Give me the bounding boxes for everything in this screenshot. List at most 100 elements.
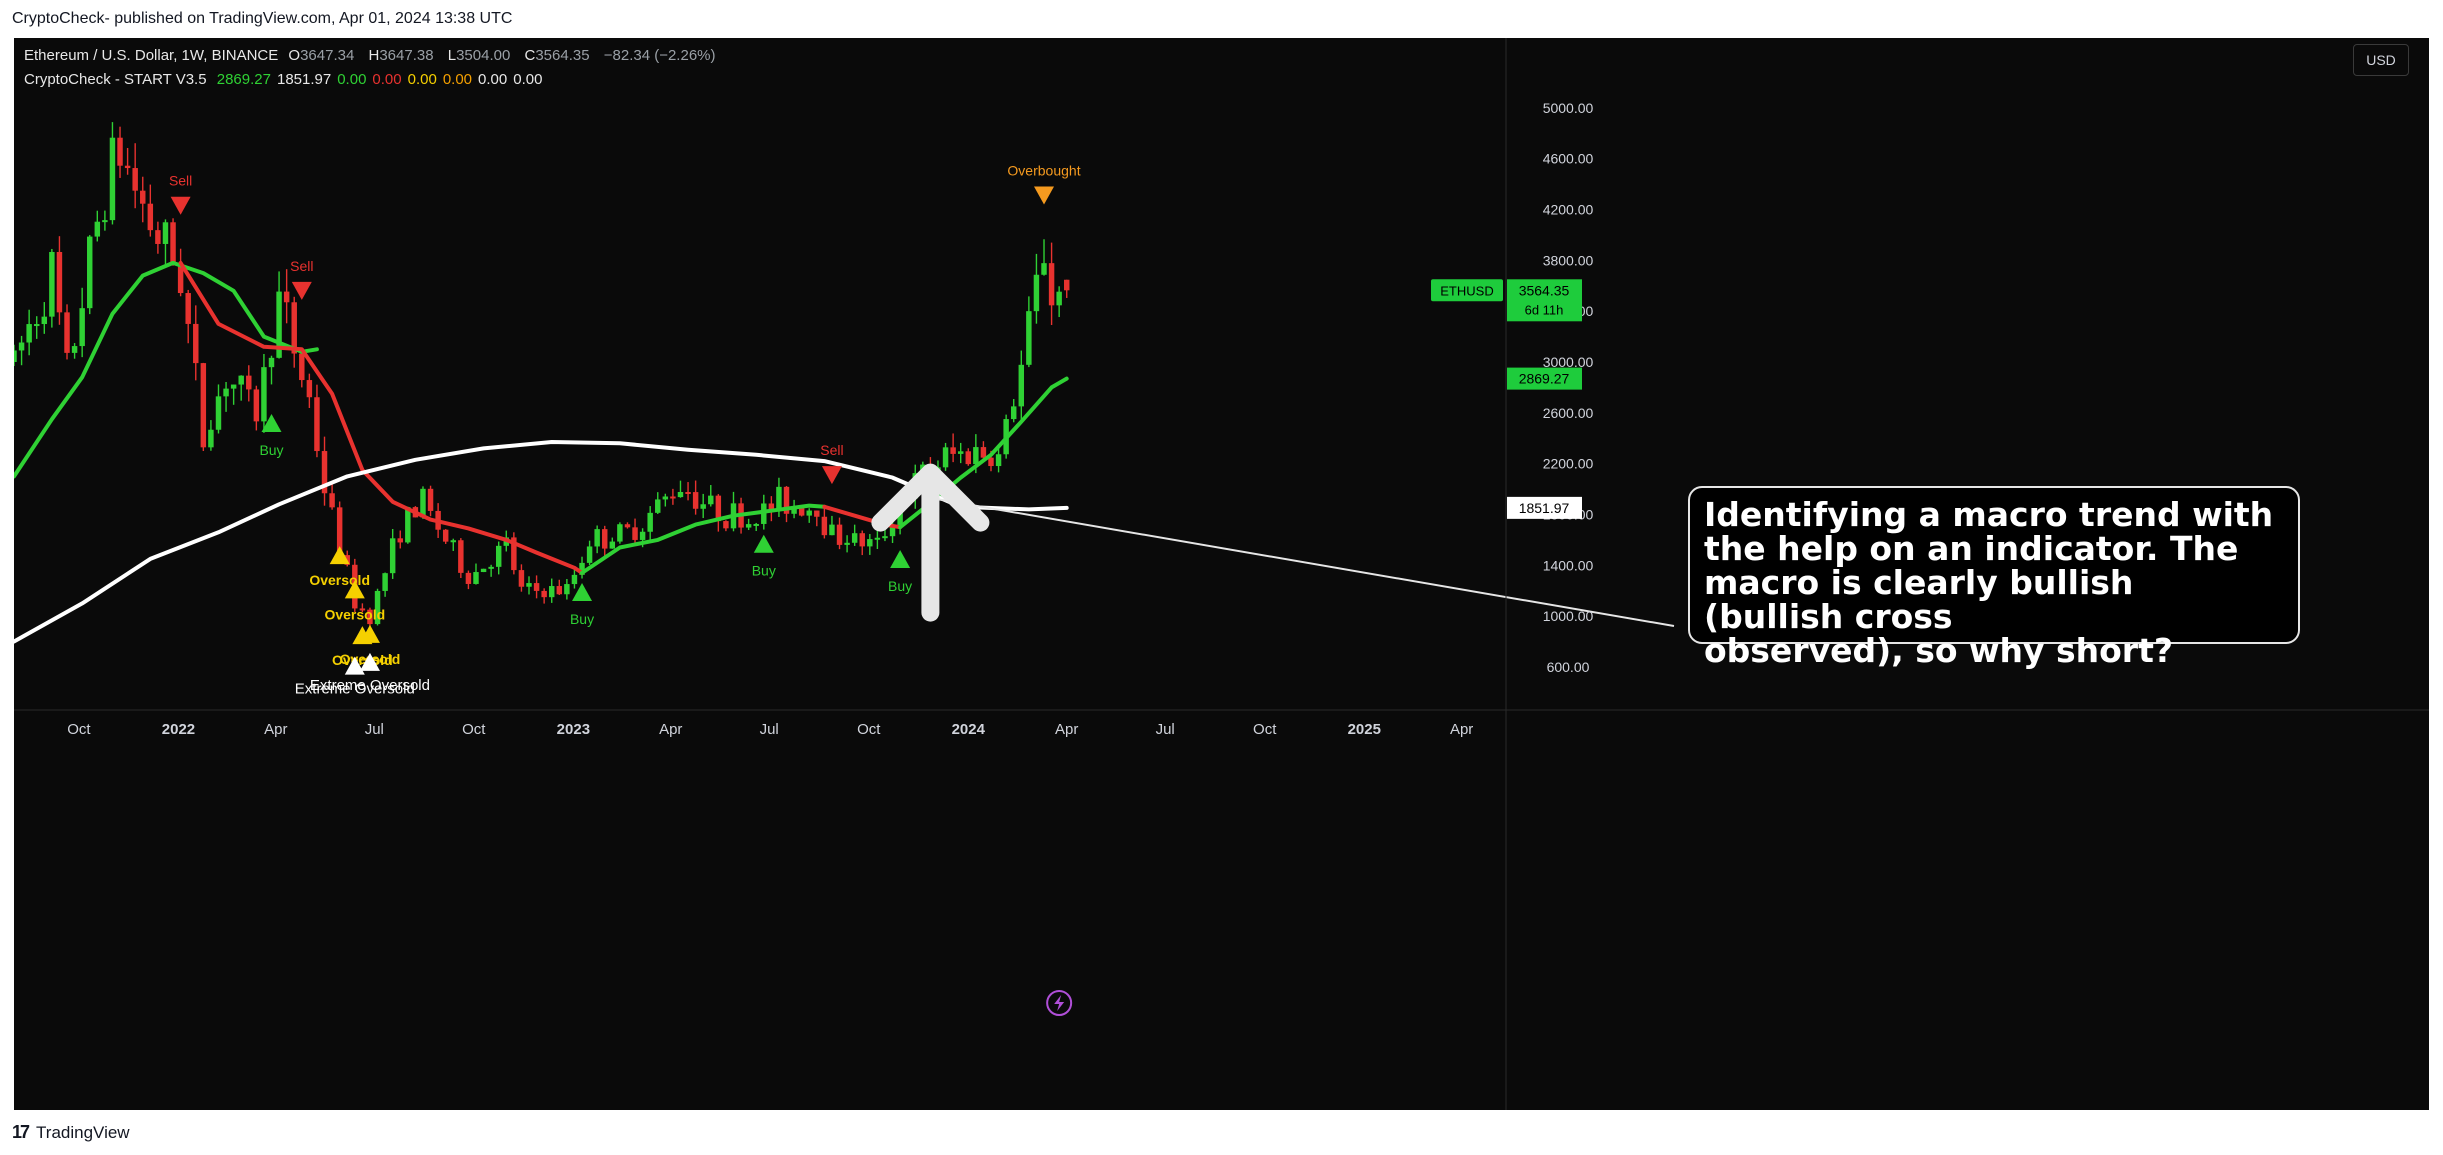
candle[interactable] [1064, 279, 1070, 291]
candle[interactable] [306, 380, 313, 398]
candle[interactable] [632, 527, 638, 540]
candle[interactable] [867, 539, 873, 547]
candle[interactable] [359, 608, 366, 611]
candle[interactable] [745, 524, 752, 528]
candle[interactable] [26, 324, 32, 343]
candle[interactable] [465, 572, 472, 584]
candle[interactable] [859, 533, 865, 547]
candle[interactable] [1018, 364, 1025, 407]
candle[interactable] [147, 203, 154, 231]
candle[interactable] [56, 251, 63, 313]
candle[interactable] [1026, 311, 1032, 365]
candle[interactable] [117, 137, 123, 166]
candle[interactable] [124, 165, 131, 169]
candle[interactable] [450, 540, 456, 543]
candle[interactable] [571, 574, 578, 585]
candle[interactable] [973, 447, 979, 465]
candle[interactable] [427, 488, 434, 511]
candle[interactable] [798, 506, 805, 516]
candle[interactable] [564, 584, 570, 595]
candle[interactable] [533, 583, 540, 591]
candle[interactable] [1033, 274, 1040, 312]
candle[interactable] [283, 291, 290, 303]
candle[interactable] [586, 546, 593, 563]
candle[interactable] [268, 357, 275, 368]
candle[interactable] [14, 350, 17, 362]
candle[interactable] [639, 531, 646, 540]
candle[interactable] [821, 516, 828, 536]
candle[interactable] [382, 573, 388, 591]
candle[interactable] [882, 536, 888, 539]
candle[interactable] [314, 397, 320, 452]
candle[interactable] [18, 342, 25, 351]
candle[interactable] [49, 251, 55, 317]
candle[interactable] [541, 590, 547, 598]
candle[interactable] [988, 457, 994, 467]
candle[interactable] [579, 562, 585, 575]
candle[interactable] [511, 537, 517, 571]
candle[interactable] [692, 492, 699, 509]
candle[interactable] [329, 493, 335, 508]
candle[interactable] [768, 503, 775, 510]
candle[interactable] [723, 521, 729, 529]
candle[interactable] [389, 538, 396, 574]
candle[interactable] [677, 492, 684, 498]
indicator-legend[interactable]: CryptoCheck - START V3.5 2869.27 1851.97 0… [24, 71, 548, 88]
candle[interactable] [140, 190, 146, 204]
candle[interactable] [299, 353, 305, 381]
candle[interactable] [874, 537, 881, 540]
candle[interactable] [995, 454, 1002, 467]
candle[interactable] [617, 524, 623, 542]
candle[interactable] [238, 375, 244, 385]
candle[interactable] [261, 367, 267, 422]
candle[interactable] [132, 168, 138, 191]
candle[interactable] [321, 451, 328, 494]
candle[interactable] [480, 568, 487, 573]
candle[interactable] [708, 495, 714, 505]
candle[interactable] [957, 451, 964, 454]
candle[interactable] [647, 512, 653, 532]
candle[interactable] [594, 529, 600, 547]
candle[interactable] [776, 486, 782, 510]
candle[interactable] [193, 323, 199, 364]
lightning-icon[interactable] [1046, 990, 1073, 1016]
candle[interactable] [980, 447, 987, 458]
candle[interactable] [844, 542, 850, 545]
candle[interactable] [670, 496, 676, 499]
candle[interactable] [79, 308, 85, 347]
candle[interactable] [942, 447, 949, 468]
candle[interactable] [246, 375, 252, 390]
candle[interactable] [458, 540, 464, 573]
candle[interactable] [473, 572, 479, 584]
candle[interactable] [829, 524, 835, 536]
candle[interactable] [94, 221, 101, 237]
candle[interactable] [162, 222, 169, 244]
candle[interactable] [783, 486, 790, 514]
candle[interactable] [87, 236, 93, 309]
candle[interactable] [1010, 406, 1017, 420]
candle[interactable] [200, 363, 207, 448]
candle[interactable] [518, 570, 525, 587]
candle[interactable] [420, 488, 426, 518]
candle[interactable] [109, 137, 116, 221]
candle[interactable] [71, 346, 78, 353]
candle[interactable] [602, 529, 608, 549]
candle[interactable] [291, 302, 297, 354]
candle[interactable] [102, 220, 108, 223]
candle[interactable] [753, 523, 759, 526]
candle[interactable] [41, 316, 48, 325]
candle[interactable] [685, 492, 691, 495]
candle[interactable] [950, 447, 956, 454]
candle[interactable] [556, 586, 563, 595]
candle[interactable] [836, 524, 843, 545]
candle[interactable] [1056, 291, 1062, 306]
candle[interactable] [33, 324, 40, 327]
candle[interactable] [177, 263, 184, 294]
candle[interactable] [170, 222, 176, 264]
candle[interactable] [624, 524, 631, 528]
candle[interactable] [208, 429, 214, 448]
candle[interactable] [609, 541, 616, 549]
candle[interactable] [851, 533, 858, 543]
candle[interactable] [488, 566, 494, 569]
candle[interactable] [1041, 263, 1047, 275]
